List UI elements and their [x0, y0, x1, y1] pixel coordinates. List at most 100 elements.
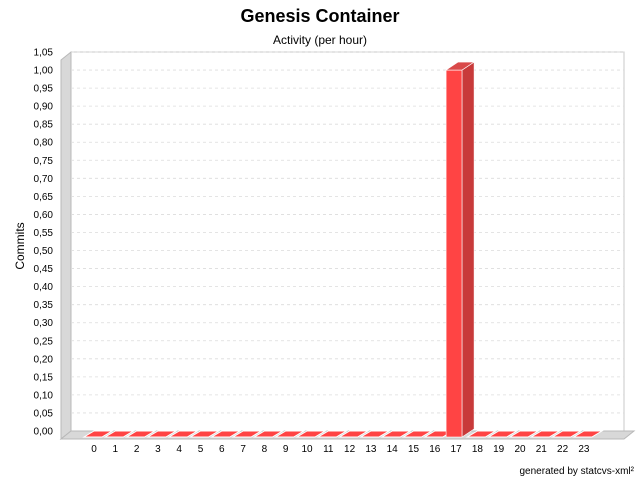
- x-tick-label: 12: [344, 444, 356, 455]
- bar-flat: [465, 430, 498, 438]
- bar-11: [316, 430, 349, 438]
- bar-flat: [82, 430, 114, 438]
- bar-flat: [188, 430, 221, 438]
- bar-flat: [529, 430, 562, 438]
- bar-8: [252, 430, 285, 438]
- y-tick-label: 0,30: [34, 318, 54, 329]
- y-tick-label: 0,10: [34, 390, 54, 401]
- bar-23: [572, 430, 604, 438]
- bar-1: [103, 430, 136, 438]
- bar-12: [337, 430, 370, 438]
- bar-0: [82, 430, 114, 438]
- bar-flat: [508, 430, 540, 438]
- bar-front: [445, 69, 463, 438]
- x-tick-label: 19: [493, 444, 505, 455]
- bar-flat: [550, 430, 583, 438]
- generated-by-footer: generated by statcvs-xml²: [519, 466, 635, 477]
- bar-flat: [273, 430, 306, 438]
- x-tick-label: 4: [176, 444, 182, 455]
- y-tick-label: 0,50: [34, 246, 54, 257]
- y-tick-label: 0,85: [34, 120, 54, 131]
- x-tick-label: 2: [134, 444, 140, 455]
- bar-flat: [231, 430, 263, 438]
- y-tick-label: 0,45: [34, 264, 54, 275]
- x-tick-label: 8: [262, 444, 268, 455]
- bar-flat: [337, 430, 370, 438]
- y-tick-label: 0,90: [34, 102, 54, 113]
- y-tick-label: 0,65: [34, 192, 54, 203]
- bar-21: [529, 430, 562, 438]
- bar-17: [445, 61, 476, 438]
- x-tick-label: 9: [283, 444, 289, 455]
- x-tick-label: 7: [240, 444, 246, 455]
- y-tick-label: 0,25: [34, 336, 54, 347]
- y-tick-label: 0,95: [34, 84, 54, 95]
- x-tick-label: 16: [429, 444, 441, 455]
- bar-flat: [209, 430, 242, 438]
- y-tick-label: 0,00: [34, 427, 54, 438]
- chart-subtitle: Activity (per hour): [272, 33, 368, 47]
- x-tick-label: 23: [578, 444, 590, 455]
- bar-5: [188, 430, 221, 438]
- y-tick-label: 1,00: [34, 66, 54, 77]
- bar-20: [508, 430, 540, 438]
- x-tick-label: 0: [91, 444, 97, 455]
- y-tick-label: 0,20: [34, 354, 54, 365]
- bar-flat: [295, 430, 327, 438]
- y-tick-label: 0,15: [34, 372, 54, 383]
- bar-9: [273, 430, 306, 438]
- bar-15: [401, 430, 434, 438]
- bars: [82, 61, 604, 438]
- y-axis-label: Commits: [13, 222, 27, 269]
- bar-flat: [252, 430, 285, 438]
- y-tick-label: 0,35: [34, 300, 54, 311]
- bar-side: [461, 61, 475, 438]
- x-tick-label: 11: [323, 444, 334, 455]
- bar-flat: [103, 430, 136, 438]
- bar-flat: [146, 430, 178, 438]
- x-tick-label: 10: [301, 444, 313, 455]
- bar-flat: [380, 430, 413, 438]
- bar-6: [209, 430, 242, 438]
- x-tick-label: 3: [155, 444, 161, 455]
- x-tick-label: 13: [365, 444, 377, 455]
- x-tick-label: 21: [536, 444, 548, 455]
- x-tick-label: 1: [113, 444, 119, 455]
- bar-10: [295, 430, 327, 438]
- x-tick-label: 15: [408, 444, 420, 455]
- bar-7: [231, 430, 263, 438]
- x-tick-label: 6: [219, 444, 225, 455]
- y-tick-label: 0,75: [34, 156, 54, 167]
- x-tick-label: 22: [557, 444, 569, 455]
- y-tick-label: 0,40: [34, 282, 54, 293]
- y-tick-label: 0,05: [34, 408, 54, 419]
- y-axis: 0,00 0,05 0,10 0,15 0,20 0,25 0,30 0,35 0,40 0,45…: [34, 48, 54, 438]
- bar-18: [465, 430, 498, 438]
- x-tick-label: 14: [387, 444, 399, 455]
- plot-back-wall: [70, 51, 625, 432]
- y-tick-label: 0,55: [34, 228, 54, 239]
- x-tick-label: 17: [451, 444, 463, 455]
- bar-3: [146, 430, 178, 438]
- bar-top: [445, 61, 476, 71]
- bar-flat: [316, 430, 349, 438]
- bar-flat: [124, 430, 157, 438]
- y-tick-label: 1,05: [34, 48, 54, 59]
- bar-22: [550, 430, 583, 438]
- bar-13: [359, 430, 391, 438]
- bar-flat: [486, 430, 519, 438]
- plot-side-wall: [60, 50, 72, 441]
- bar-flat: [167, 430, 200, 438]
- x-tick-label: 5: [198, 444, 204, 455]
- y-tick-label: 0,60: [34, 210, 54, 221]
- bar-flat: [572, 430, 604, 438]
- plot-background: [59, 50, 636, 441]
- bar-flat: [359, 430, 391, 438]
- x-axis: 0 1 2 3 4 5 6 7 8 9 10 11 12 13 14 15 16 17 18 19 20 21 22 23: [91, 444, 590, 455]
- y-tick-label: 0,70: [34, 174, 54, 185]
- x-tick-label: 20: [514, 444, 526, 455]
- x-tick-label: 18: [472, 444, 484, 455]
- chart-title: Genesis Container: [240, 6, 400, 26]
- grid-lines: [71, 51, 624, 414]
